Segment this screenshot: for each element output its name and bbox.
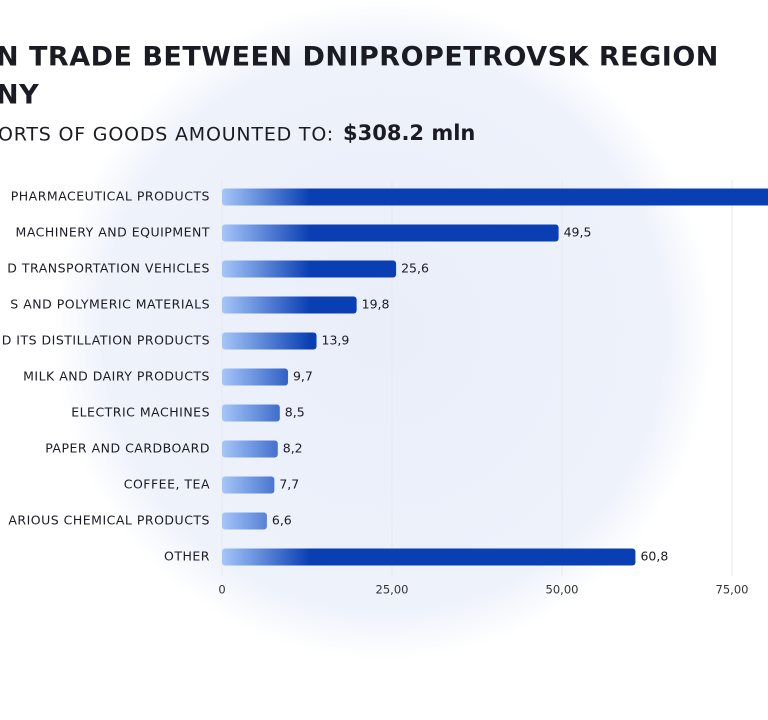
data-label: 8,5 <box>285 405 305 420</box>
chart-subtitle-value: $308.2 mln <box>343 121 475 145</box>
data-label: 7,7 <box>279 477 299 492</box>
y-tick-label: PAPER AND CARDBOARD <box>45 441 210 456</box>
data-label: 6,6 <box>272 513 292 528</box>
y-tick-label: PHARMACEUTICAL PRODUCTS <box>11 189 210 204</box>
data-label: 60,8 <box>640 549 668 564</box>
bar <box>222 440 278 458</box>
data-label: 49,5 <box>564 225 592 240</box>
y-tick-label: D TRANSPORTATION VEHICLES <box>7 261 210 276</box>
bar <box>222 188 768 206</box>
data-label: 9,7 <box>293 369 313 384</box>
y-tick-label: MILK AND DAIRY PRODUCTS <box>23 369 210 384</box>
bar <box>222 548 636 566</box>
y-tick-label: S AND POLYMERIC MATERIALS <box>10 297 210 312</box>
bar <box>222 512 267 530</box>
y-tick-label: OTHER <box>164 549 210 564</box>
y-tick-label: COFFEE, TEA <box>124 477 210 492</box>
bar <box>222 296 357 314</box>
bar <box>222 332 317 350</box>
y-tick-label: ARIOUS CHEMICAL PRODUCTS <box>8 513 210 528</box>
x-tick-label: 50,00 <box>546 583 579 597</box>
bar <box>222 224 559 242</box>
y-tick-label: ELECTRIC MACHINES <box>71 405 210 420</box>
chart-title: N TRADE BETWEEN DNIPROPETROVSK REGION <box>0 42 719 73</box>
x-tick-label: 0 <box>218 583 225 597</box>
chart-title: NY <box>0 80 39 111</box>
background-glow <box>54 0 714 660</box>
y-tick-label: MACHINERY AND EQUIPMENT <box>16 225 210 240</box>
bar <box>222 404 280 422</box>
bar <box>222 368 288 386</box>
data-label: 13,9 <box>322 333 350 348</box>
data-label: 19,8 <box>362 297 390 312</box>
data-label: 25,6 <box>401 261 429 276</box>
chart-subtitle: ORTS OF GOODS AMOUNTED TO: <box>0 124 334 146</box>
x-tick-label: 75,00 <box>716 583 749 597</box>
x-tick-label: 25,00 <box>376 583 409 597</box>
bar <box>222 476 275 494</box>
y-tick-label: D ITS DISTILLATION PRODUCTS <box>2 333 210 348</box>
data-label: 8,2 <box>283 441 303 456</box>
bar <box>222 260 397 278</box>
